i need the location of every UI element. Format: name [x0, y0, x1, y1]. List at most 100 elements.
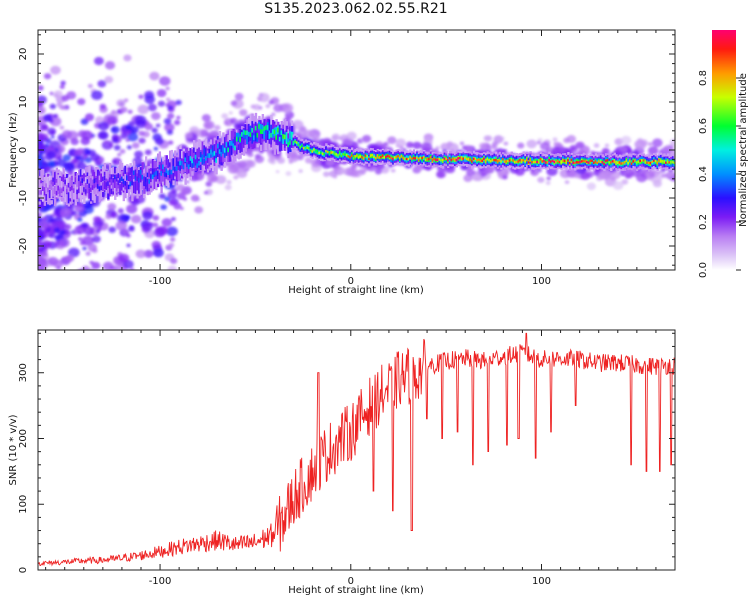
heatmap-cell [49, 116, 62, 127]
heatmap-cell [143, 249, 154, 258]
heatmap-cell [234, 136, 237, 146]
heatmap-cell [47, 187, 50, 193]
heatmap-cell [531, 160, 534, 164]
heatmap-cell [218, 144, 222, 165]
heatmap-cell [486, 157, 489, 161]
heatmap-cell [49, 91, 54, 96]
heatmap-cell [93, 179, 96, 189]
heatmap-cell [615, 160, 618, 164]
heatmap-cell [668, 161, 671, 164]
heatmap-cell [579, 160, 582, 164]
heatmap-cell [519, 159, 522, 162]
heatmap-cell [239, 138, 242, 153]
heatmap-cell [225, 147, 229, 156]
heatmap-cell [271, 129, 275, 134]
heatmap-cell [426, 158, 429, 161]
heatmap-cell [503, 160, 507, 163]
heatmap-cell [81, 178, 84, 193]
heatmap-cell [359, 155, 362, 158]
heatmap-cell [285, 132, 289, 137]
heatmap-cell [357, 156, 361, 159]
heatmap-cell [92, 275, 98, 280]
snr-y-ticks: 0 100 200 300 [18, 332, 675, 573]
heatmap-cell [95, 116, 104, 124]
heatmap-cell [493, 158, 496, 162]
heatmap-cell [626, 172, 634, 179]
heatmap-cell [275, 126, 278, 136]
heatmap-cell [483, 168, 491, 175]
heatmap-cell [85, 251, 91, 256]
heatmap-cell [88, 178, 91, 199]
heatmap-cell [320, 151, 323, 154]
heatmap-cell [41, 186, 45, 191]
heatmap-cell [282, 134, 285, 139]
heatmap-cell [295, 141, 299, 144]
heatmap-cell [374, 168, 382, 175]
heatmap-cell [139, 169, 143, 175]
heatmap-cell [280, 130, 283, 135]
heatmap-cell [502, 149, 508, 154]
snr-plot-area [38, 332, 675, 567]
heatmap-cell [409, 156, 412, 159]
heatmap-cell [106, 115, 118, 125]
heatmap-cell [120, 182, 124, 191]
heatmap-cell [83, 187, 86, 192]
heatmap-cell [86, 184, 89, 194]
heatmap-cell [39, 261, 49, 269]
heatmap-cell [373, 155, 376, 159]
heatmap-cell [431, 159, 434, 162]
heatmap-cell [304, 157, 313, 164]
heatmap-cell [152, 215, 160, 221]
heatmap-cell [47, 176, 50, 192]
heatmap-cell [574, 161, 577, 165]
heatmap-cell [127, 132, 139, 142]
snr-panel: -100 0 100 0 100 200 300 Height of straight l… [8, 329, 676, 596]
heatmap-cell [249, 132, 253, 138]
heatmap-cell [622, 162, 625, 165]
heatmap-cell [215, 175, 227, 185]
heatmap-cell [105, 170, 108, 185]
heatmap-cell [553, 160, 556, 164]
heatmap-cell [172, 165, 175, 171]
heatmap-cell [460, 157, 464, 160]
heatmap-cell [538, 168, 542, 172]
heatmap-cell [78, 300, 85, 306]
heatmap-cell [77, 98, 86, 106]
heatmap-cell [153, 248, 165, 258]
heatmap-cell [625, 159, 628, 162]
heatmap-cell [38, 154, 44, 163]
heatmap-cell [126, 243, 131, 248]
heatmap-cell [653, 159, 656, 162]
heatmap-cell [151, 174, 155, 180]
colorbar-tick-label: 0.2 [698, 214, 709, 230]
heatmap-cell [180, 160, 184, 166]
y-tick-label: 0 [18, 567, 29, 573]
heatmap-cell [102, 261, 114, 270]
heatmap-cell [129, 181, 132, 187]
heatmap-cell [610, 161, 613, 164]
heatmap-cell [652, 138, 663, 148]
heatmap-cell [471, 160, 474, 163]
heatmap-cell [227, 142, 230, 152]
heatmap-cell [53, 90, 63, 98]
heatmap-cell [71, 229, 78, 235]
snr-x-axis-label: Height of straight line (km) [288, 585, 424, 596]
heatmap-cell [67, 182, 71, 188]
heatmap-cell [160, 163, 163, 173]
x-tick-label: 100 [532, 576, 551, 587]
x-tick-label: 0 [348, 276, 354, 287]
heatmap-cell [131, 199, 140, 206]
heatmap-cell [420, 142, 433, 152]
heatmap-cell [115, 182, 119, 192]
heatmap-cell [130, 214, 142, 224]
heatmap-cell [52, 187, 55, 197]
heatmap-cell [479, 159, 483, 163]
heatmap-cell [537, 176, 545, 183]
heatmap-cell [191, 159, 194, 168]
heatmap-cell [40, 183, 43, 192]
heatmap-cell [88, 135, 94, 140]
heatmap-cell [144, 177, 148, 187]
heatmap-cell [92, 235, 101, 243]
heatmap-cell [263, 126, 266, 131]
heatmap-cell [171, 188, 178, 194]
